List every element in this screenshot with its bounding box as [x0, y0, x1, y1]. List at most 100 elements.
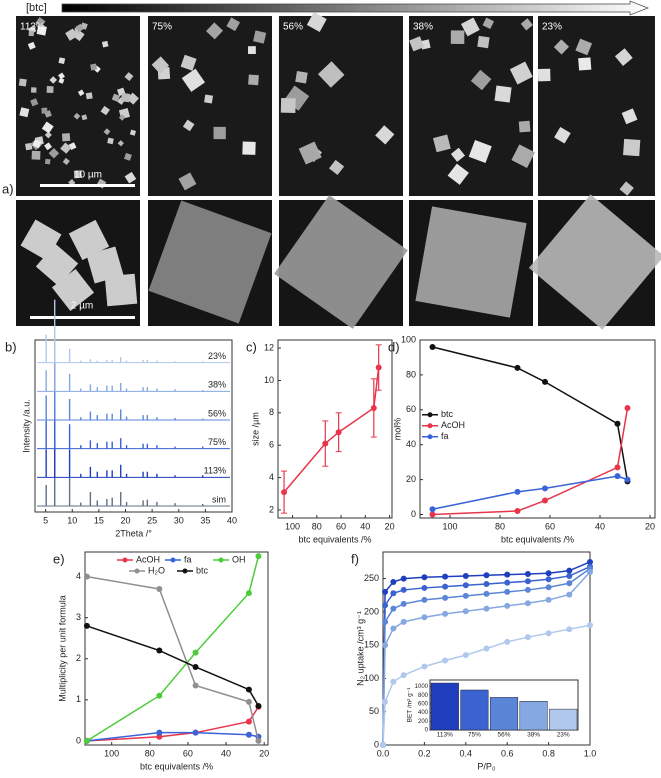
series-line	[432, 475, 628, 511]
crystal	[295, 71, 308, 84]
crystal	[432, 134, 451, 153]
image-label: 38%	[413, 22, 433, 33]
crystal	[204, 94, 214, 104]
crystal-detail	[415, 206, 527, 318]
crystal	[537, 68, 551, 82]
crystal	[90, 63, 98, 71]
crystal	[298, 141, 322, 165]
crystal	[62, 157, 70, 166]
y-tick-label: 600	[418, 701, 429, 707]
data-point	[524, 634, 531, 641]
crystal	[242, 141, 256, 155]
bar	[460, 689, 489, 731]
legend-label: OH	[232, 554, 246, 564]
x-tick-label: 100	[285, 521, 300, 531]
crystal	[151, 56, 170, 74]
crystal	[44, 131, 52, 139]
series-label: sim	[212, 494, 226, 504]
crystal	[30, 98, 39, 107]
y-tick-label: 800	[418, 693, 429, 699]
data-point	[566, 626, 573, 633]
crystal-detail	[274, 195, 408, 329]
crystal	[317, 61, 345, 88]
crystal	[482, 17, 495, 30]
legend-label: AcOH	[136, 554, 160, 564]
crystal	[181, 68, 206, 92]
scale-label: 10 µm	[74, 170, 102, 181]
image-label: 56%	[283, 22, 303, 33]
y-tick-label: 60	[406, 404, 416, 414]
x-tick-label: 20	[121, 515, 131, 525]
x-tick-label: 20	[259, 748, 269, 758]
crystal-detail	[68, 219, 110, 261]
data-point	[380, 742, 386, 748]
crystal	[328, 159, 345, 176]
data-point	[483, 590, 490, 597]
series-label: 56%	[208, 408, 226, 418]
data-point	[245, 718, 252, 725]
legend-label: AcOH	[441, 420, 465, 430]
data-point	[514, 364, 521, 371]
data-point	[504, 588, 511, 595]
data-point	[390, 625, 397, 632]
legend-label: fa	[441, 431, 449, 441]
legend-label: H₂O	[148, 565, 165, 575]
x-tick-label: 100	[104, 748, 119, 758]
data-point	[442, 657, 449, 664]
data-point	[504, 579, 511, 586]
x-tick-label: 23%	[557, 732, 570, 739]
y-tick-label: 50	[369, 706, 379, 716]
x-tick-label: 80	[145, 748, 155, 758]
crystal	[494, 85, 512, 103]
data-point	[390, 605, 397, 612]
legend-swatch	[122, 557, 128, 563]
crystal	[450, 147, 466, 162]
data-point	[483, 645, 490, 652]
scale-bar	[30, 316, 135, 319]
crystal	[41, 121, 54, 134]
data-point	[255, 553, 262, 560]
data-point	[542, 485, 548, 492]
data-point	[442, 583, 449, 590]
crystal	[306, 12, 327, 32]
x-tick-label: 10	[67, 515, 77, 525]
data-point	[545, 630, 552, 637]
x-tick-label: 0.8	[542, 748, 555, 758]
x-tick-label: 40	[221, 748, 231, 758]
x-tick-label: 38%	[527, 732, 540, 739]
panel-label: f)	[351, 551, 359, 566]
data-point	[156, 733, 163, 740]
data-point	[245, 731, 252, 738]
x-tick-label: 35	[200, 515, 210, 525]
crystal	[77, 89, 85, 97]
crystal-detail	[104, 273, 138, 307]
data-point	[483, 572, 490, 579]
y-axis-label: BET /m² g⁻¹	[407, 687, 414, 723]
y-tick-label: 10	[264, 375, 274, 385]
data-point	[390, 590, 397, 597]
crystal	[280, 98, 296, 113]
crystal	[447, 163, 469, 185]
legend-swatch	[427, 434, 433, 440]
data-point	[400, 586, 407, 593]
crystal	[518, 120, 531, 133]
series-label: 38%	[208, 380, 226, 390]
data-point	[83, 573, 90, 580]
x-tick-label: 60	[336, 521, 346, 531]
series-line	[86, 575, 260, 742]
data-point	[390, 678, 397, 685]
data-point	[614, 420, 621, 427]
x-tick-label: 0.0	[377, 748, 390, 758]
crystal	[58, 57, 66, 65]
data-point	[504, 602, 511, 609]
gradient-arrow	[61, 0, 649, 16]
crystal	[178, 172, 197, 191]
data-point	[504, 638, 511, 645]
data-point	[245, 590, 252, 597]
legend-label: btc	[441, 409, 454, 419]
crystal	[18, 78, 27, 87]
crystal-detail	[148, 200, 272, 324]
plot-frame	[34, 339, 233, 513]
y-axis-label: N₂ uptake /cm³ g⁻¹	[355, 611, 365, 686]
data-point	[192, 663, 199, 670]
